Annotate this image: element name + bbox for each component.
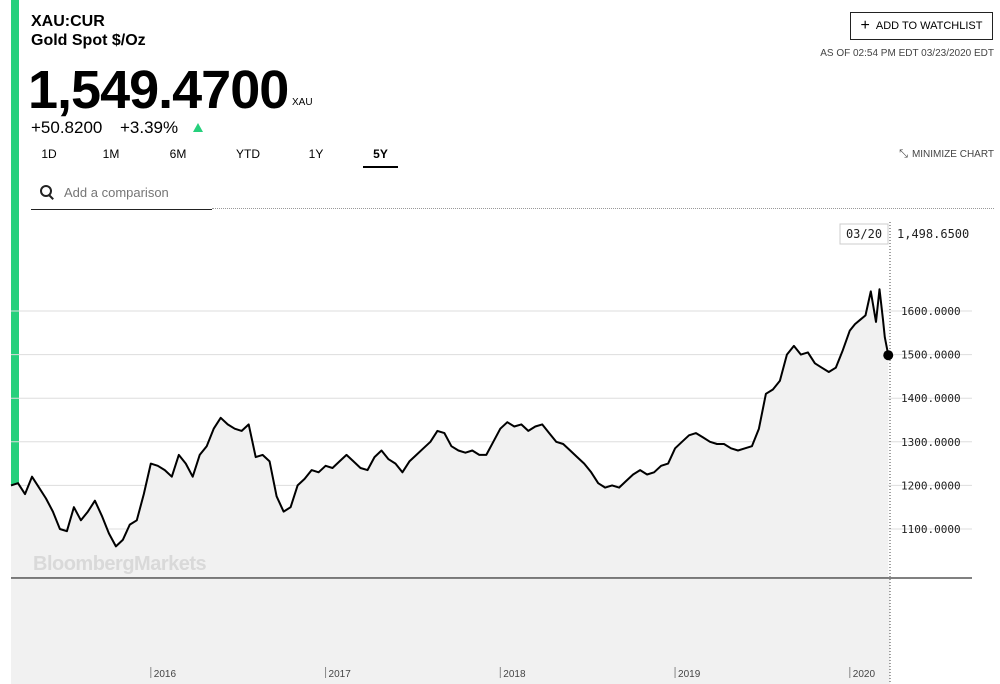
comparison-search xyxy=(31,175,212,210)
last-point-marker xyxy=(883,350,894,361)
x-tick-label: 2017 xyxy=(329,669,352,680)
minimize-chart-button[interactable]: ⤡ MINIMIZE CHART xyxy=(899,148,994,161)
y-tick-label: 1400.0000 xyxy=(901,392,961,405)
tab-1m[interactable]: 1M xyxy=(102,147,120,161)
tab-6m[interactable]: 6M xyxy=(169,147,187,161)
instrument-name: Gold Spot $/Oz xyxy=(31,32,146,49)
minimize-icon: ⤡ xyxy=(899,148,908,160)
y-tick-label: 1100.0000 xyxy=(901,523,961,536)
x-tick-label: 2020 xyxy=(853,669,876,680)
tooltip-value: 1,498.6500 xyxy=(897,227,969,241)
search-divider xyxy=(212,208,994,209)
tab-5y[interactable]: 5Y xyxy=(363,145,398,168)
up-triangle-icon xyxy=(193,123,203,132)
watermark: BloombergMarkets xyxy=(33,553,207,575)
price-line xyxy=(10,288,890,548)
y-tick-label: 1200.0000 xyxy=(901,479,961,492)
tab-1d[interactable]: 1D xyxy=(41,147,57,161)
y-tick-label: 1600.0000 xyxy=(901,305,961,318)
plus-icon: + xyxy=(860,17,870,34)
last-price: 1,549.4700 xyxy=(28,60,289,120)
tooltip-date: 03/20 xyxy=(846,227,882,241)
as-of-timestamp: AS OF 02:54 PM EDT 03/23/2020 EDT xyxy=(820,48,994,59)
minimize-chart-label: MINIMIZE CHART xyxy=(911,149,994,160)
volume-panel xyxy=(11,579,890,684)
comparison-search-input[interactable] xyxy=(62,183,206,201)
tab-ytd[interactable]: YTD xyxy=(236,147,260,161)
x-tick-label: 2016 xyxy=(154,669,177,680)
price-currency: XAU xyxy=(292,97,313,108)
ticker-symbol: XAU:CUR xyxy=(31,13,105,30)
price-change-percent: +3.39% xyxy=(120,118,179,137)
tab-1y[interactable]: 1Y xyxy=(308,147,324,161)
y-tick-label: 1300.0000 xyxy=(901,436,961,449)
search-icon xyxy=(40,185,54,200)
tooltip-date-box xyxy=(839,223,889,245)
x-tick-label: 2018 xyxy=(503,669,526,680)
price-area xyxy=(11,289,889,578)
x-tick-label: 2019 xyxy=(678,669,701,680)
add-to-watchlist-label: ADD TO WATCHLIST xyxy=(875,20,983,32)
price-change: +50.8200 xyxy=(31,118,103,137)
add-to-watchlist-button[interactable]: + ADD TO WATCHLIST xyxy=(850,12,993,40)
y-tick-label: 1500.0000 xyxy=(901,349,961,362)
accent-bar xyxy=(11,0,19,486)
